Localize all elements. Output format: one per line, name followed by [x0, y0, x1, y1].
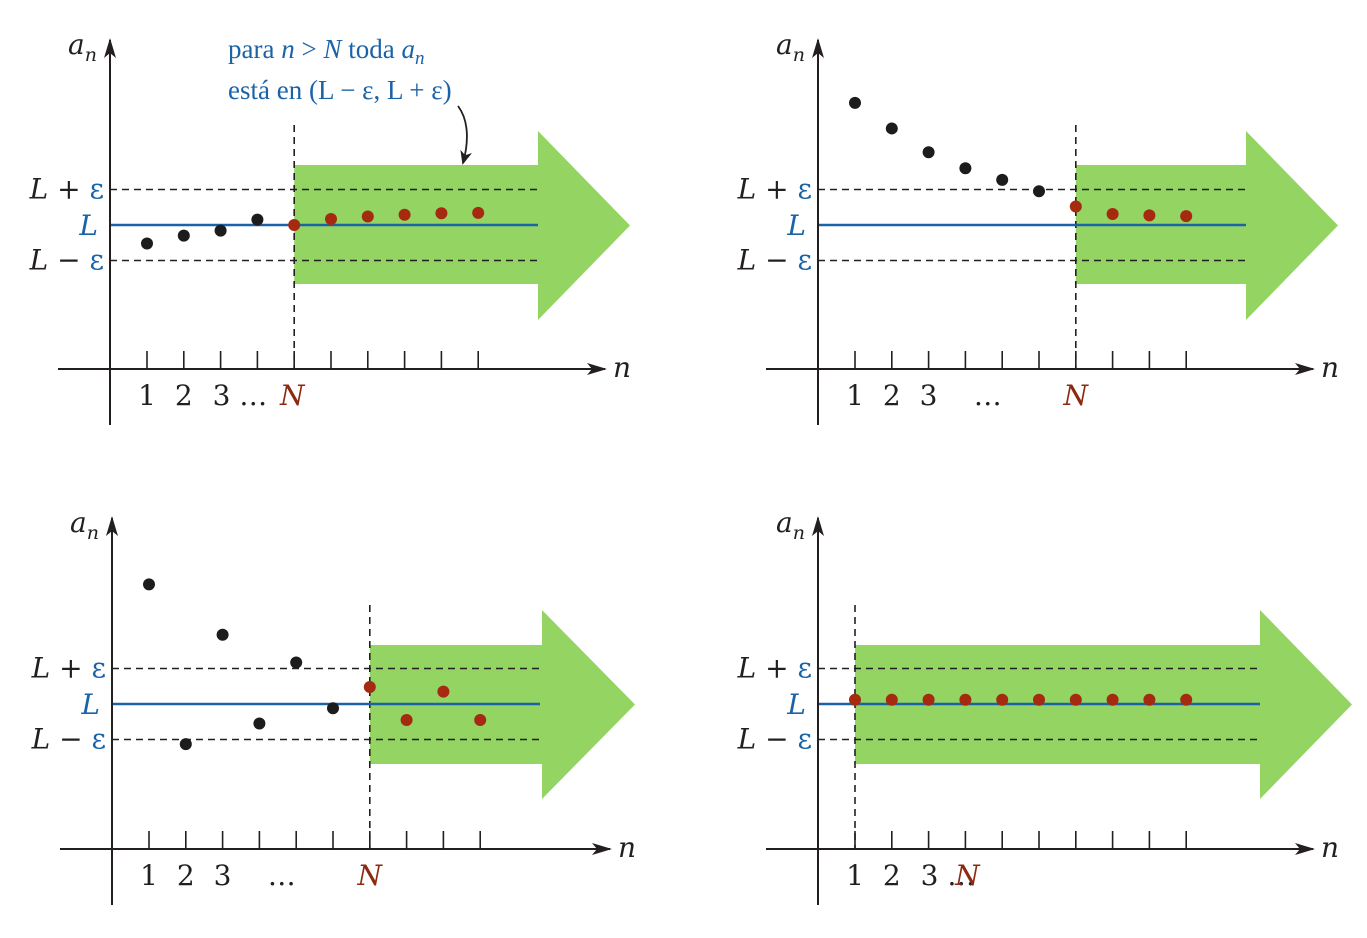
sequence-point-in-band [959, 693, 972, 706]
sequence-point-in-band [1069, 200, 1082, 213]
sequence-point-in-band [849, 693, 861, 706]
sequence-point-in-band [885, 693, 898, 706]
y-axis-label: an [776, 506, 805, 544]
label-L-minus-eps: L − ε [31, 723, 106, 756]
label-L-plus-eps: L + ε [29, 173, 104, 206]
sequence-point-in-band [361, 210, 374, 223]
tick-label-3: 3 [920, 379, 938, 412]
tick-label-2: 2 [883, 379, 901, 412]
x-axis-label: n [1321, 351, 1339, 384]
tick-label-1: 1 [846, 859, 864, 892]
sequence-point-in-band [996, 693, 1009, 706]
annotation-pointer-arrow [457, 105, 472, 165]
label-L: L [786, 688, 806, 721]
sequence-point-in-band [922, 693, 935, 706]
x-axis-label: n [613, 351, 631, 384]
sequence-point-in-band [1143, 693, 1156, 706]
label-L-minus-eps: L − ε [29, 244, 104, 277]
tick-label-2: 2 [175, 379, 193, 412]
tick-label-1: 1 [846, 379, 864, 412]
label-L-plus-eps: L + ε [737, 652, 812, 685]
sequence-point-in-band [1106, 693, 1119, 706]
sequence-point-in-band [400, 713, 413, 726]
y-axis-label: an [68, 28, 97, 66]
label-L: L [78, 209, 98, 242]
sequence-point [253, 717, 266, 730]
tick-label-3: 3 … [213, 379, 268, 412]
tick-label-2: 2 [883, 859, 901, 892]
tick-label-N: N [279, 379, 306, 412]
panel-1: an n L + εLL − ε 1 2 3 … N [29, 28, 631, 425]
sequence-point [290, 656, 303, 669]
tick-label-N: N [954, 859, 981, 892]
sequence-point [177, 229, 190, 242]
panel-2: an n L + εLL − ε 1 2 3 … N [737, 28, 1339, 425]
sequence-point [849, 96, 861, 109]
sequence-point [216, 628, 229, 641]
sequence-point [959, 162, 972, 175]
tick-label-2: 2 [177, 859, 195, 892]
tick-label-3: 3 … [921, 859, 976, 892]
sequence-point-in-band [1033, 693, 1045, 706]
sequence-point-in-band [472, 206, 485, 219]
label-L-plus-eps: L + ε [31, 652, 106, 685]
sequence-point [179, 738, 192, 751]
sequence-point-in-band [1180, 693, 1193, 706]
sequence-point-in-band [325, 212, 337, 225]
x-axis-label: n [1321, 831, 1339, 864]
tick-label-1: 1 [140, 859, 158, 892]
label-L: L [786, 209, 806, 242]
sequence-point-in-band [474, 713, 487, 726]
panel-4: an n L + εLL − ε 1 2 3 …N [737, 506, 1352, 905]
sequence-point-in-band [1180, 210, 1193, 223]
tick-label-N: N [357, 859, 384, 892]
panel-3: an n L + εLL − ε 1 2 3 … N [31, 506, 636, 905]
sequence-point [327, 702, 339, 715]
y-axis-label: an [70, 506, 99, 544]
sequence-point-in-band [398, 208, 411, 221]
sequence-point-in-band [437, 685, 450, 698]
sequence-point-in-band [435, 207, 448, 220]
label-L: L [80, 688, 100, 721]
label-L-minus-eps: L − ε [737, 723, 812, 756]
x-axis-label: n [618, 831, 636, 864]
tick-label-ellipsis: … [268, 859, 296, 892]
sequence-point [143, 578, 155, 591]
annotation-line2: está en (L − ε, L + ε) [228, 75, 452, 105]
annotation: para n > N toda an está en (L − ε, L + ε… [228, 34, 472, 165]
sequence-point [996, 173, 1009, 186]
y-axis-label: an [776, 28, 805, 66]
label-L-plus-eps: L + ε [737, 173, 812, 206]
annotation-line1: para n > N toda an [228, 34, 424, 69]
sequence-point [922, 146, 935, 159]
label-L-minus-eps: L − ε [737, 244, 812, 277]
sequence-point [251, 213, 264, 226]
sequence-point-in-band [288, 219, 301, 231]
sequence-point [885, 122, 898, 135]
sequence-point [141, 237, 153, 250]
sequence-point [1033, 185, 1045, 198]
sequence-point-in-band [363, 680, 376, 693]
sequence-point-in-band [1106, 207, 1119, 220]
sequence-point [214, 224, 227, 237]
tick-label-N: N [1063, 379, 1090, 412]
sequence-point-in-band [1069, 693, 1082, 706]
sequence-point-in-band [1143, 209, 1156, 222]
tick-label-3: 3 [214, 859, 232, 892]
tick-label-ellipsis: … [974, 379, 1002, 412]
tick-label-1: 1 [138, 379, 156, 412]
